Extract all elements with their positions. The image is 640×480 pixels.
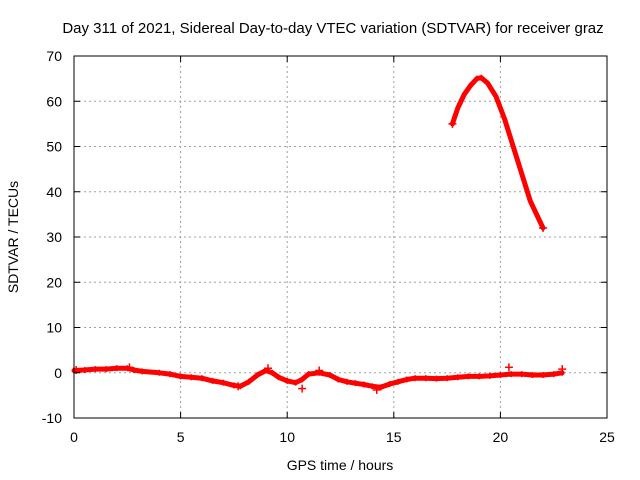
- y-tick-label: 30: [46, 229, 62, 245]
- plus-marker: [264, 364, 273, 373]
- y-tick-label: 10: [46, 320, 62, 336]
- y-tick-label: 50: [46, 139, 62, 155]
- x-tick-label: 15: [386, 429, 402, 445]
- x-tick-label: 25: [599, 429, 615, 445]
- y-tick-label: 40: [46, 184, 62, 200]
- plus-marker: [558, 365, 567, 374]
- x-tick-label: 10: [279, 429, 295, 445]
- y-axis-label: SDTVAR / TECUs: [5, 181, 21, 293]
- y-tick-label: 60: [46, 93, 62, 109]
- y-tick-label: -10: [42, 410, 62, 426]
- plus-marker: [298, 384, 307, 393]
- plus-marker: [125, 363, 134, 372]
- series-layer: [71, 74, 567, 394]
- axis-ticks: 0 5 10 15 20 25 -10 0 10 20 30 40 50 60 70: [42, 48, 615, 445]
- plus-marker: [234, 382, 243, 391]
- x-tick-label: 0: [70, 429, 78, 445]
- y-tick-label: 70: [46, 48, 62, 64]
- plus-marker: [539, 223, 548, 232]
- plus-marker: [504, 363, 513, 372]
- series-line: [71, 365, 565, 390]
- x-tick-label: 20: [493, 429, 509, 445]
- plus-marker: [315, 366, 324, 375]
- series-line: [449, 75, 546, 231]
- chart-title: Day 311 of 2021, Sidereal Day-to-day VTE…: [62, 20, 603, 37]
- x-tick-label: 5: [177, 429, 185, 445]
- y-tick-label: 20: [46, 274, 62, 290]
- plus-marker: [372, 385, 381, 394]
- x-axis-label: GPS time / hours: [287, 457, 394, 473]
- plus-marker: [448, 119, 457, 128]
- y-tick-label: 0: [54, 365, 62, 381]
- grid-lines: [74, 56, 607, 418]
